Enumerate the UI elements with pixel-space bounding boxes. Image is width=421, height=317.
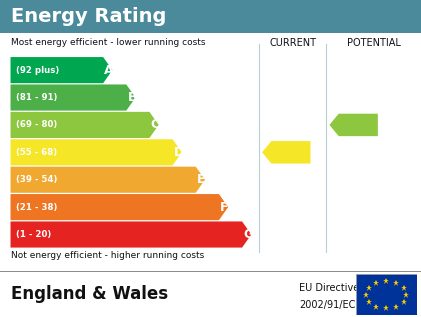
Text: Not energy efficient - higher running costs: Not energy efficient - higher running co… bbox=[11, 251, 204, 260]
Text: (92 plus): (92 plus) bbox=[16, 66, 59, 74]
Text: Most energy efficient - lower running costs: Most energy efficient - lower running co… bbox=[11, 38, 205, 47]
Polygon shape bbox=[11, 84, 136, 111]
Text: A: A bbox=[104, 64, 114, 77]
Text: Energy Rating: Energy Rating bbox=[11, 7, 166, 26]
Bar bbox=[0, 0, 421, 33]
Text: (39 - 54): (39 - 54) bbox=[16, 175, 57, 184]
Polygon shape bbox=[11, 112, 159, 138]
Polygon shape bbox=[11, 222, 251, 248]
Text: 76: 76 bbox=[346, 117, 368, 133]
Polygon shape bbox=[11, 194, 228, 220]
Polygon shape bbox=[11, 57, 112, 83]
Text: EU Directive: EU Directive bbox=[299, 283, 359, 294]
Text: C: C bbox=[151, 119, 160, 132]
Text: (81 - 91): (81 - 91) bbox=[16, 93, 57, 102]
Polygon shape bbox=[11, 167, 205, 193]
Text: (21 - 38): (21 - 38) bbox=[16, 203, 57, 212]
Text: 67: 67 bbox=[279, 145, 300, 160]
Text: England & Wales: England & Wales bbox=[11, 285, 168, 303]
Text: (1 - 20): (1 - 20) bbox=[16, 230, 51, 239]
Text: D: D bbox=[174, 146, 184, 159]
Polygon shape bbox=[262, 141, 311, 164]
Text: B: B bbox=[128, 91, 137, 104]
Text: F: F bbox=[220, 201, 229, 214]
Text: G: G bbox=[243, 228, 253, 241]
Text: E: E bbox=[197, 173, 205, 186]
Polygon shape bbox=[330, 114, 378, 136]
Text: POTENTIAL: POTENTIAL bbox=[347, 38, 400, 48]
Text: (69 - 80): (69 - 80) bbox=[16, 120, 57, 129]
Text: (55 - 68): (55 - 68) bbox=[16, 148, 57, 157]
Text: 2002/91/EC: 2002/91/EC bbox=[299, 300, 355, 310]
Text: CURRENT: CURRENT bbox=[269, 38, 316, 48]
Polygon shape bbox=[11, 139, 182, 165]
